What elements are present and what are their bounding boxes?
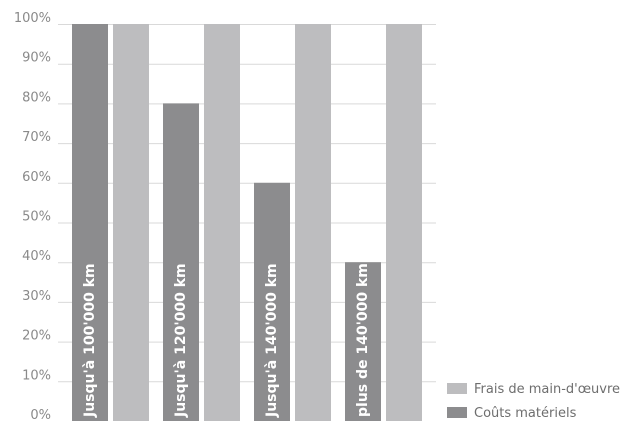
y-tick-label: 10% bbox=[22, 368, 51, 383]
legend-label: Coûts matériels bbox=[474, 406, 577, 421]
y-tick-label: 70% bbox=[22, 130, 51, 145]
y-tick-label: 40% bbox=[22, 249, 51, 264]
bar-couts-materiels bbox=[163, 103, 199, 421]
bar-couts-materiels bbox=[254, 182, 290, 421]
bar-main-oeuvre bbox=[295, 24, 331, 421]
category-label: Jusqu'à 120'000 km bbox=[173, 263, 189, 418]
y-tick-label: 60% bbox=[22, 170, 51, 185]
bar-couts-materiels bbox=[345, 262, 381, 421]
y-tick-label: 100% bbox=[14, 11, 51, 26]
category-label: Jusqu'à 140'000 km bbox=[264, 263, 280, 418]
bar-couts-materiels bbox=[72, 24, 108, 421]
y-tick-label: 80% bbox=[22, 90, 51, 105]
legend-swatch bbox=[447, 383, 467, 394]
bar-main-oeuvre bbox=[113, 24, 149, 421]
bar-main-oeuvre bbox=[204, 24, 240, 421]
legend-swatch bbox=[447, 407, 467, 418]
category-label: plus de 140'000 km bbox=[355, 263, 371, 417]
bar-main-oeuvre bbox=[386, 24, 422, 421]
y-tick-label: 50% bbox=[22, 210, 51, 225]
category-labels: Jusqu'à 100'000 km Jusqu'à 120'000 km Jusq… bbox=[82, 263, 371, 418]
bars bbox=[72, 24, 422, 421]
legend: Frais de main-d'œuvre Coûts matériels bbox=[447, 382, 620, 421]
y-tick-label: 0% bbox=[30, 408, 51, 421]
y-tick-label: 90% bbox=[22, 51, 51, 66]
y-tick-label: 30% bbox=[22, 289, 51, 304]
legend-label: Frais de main-d'œuvre bbox=[474, 382, 620, 397]
y-tick-label: 20% bbox=[22, 329, 51, 344]
y-axis-ticks: 0% 10% 20% 30% 40% 50% 60% 70% 80% 90% 100% bbox=[14, 11, 51, 421]
category-label: Jusqu'à 100'000 km bbox=[82, 263, 98, 418]
